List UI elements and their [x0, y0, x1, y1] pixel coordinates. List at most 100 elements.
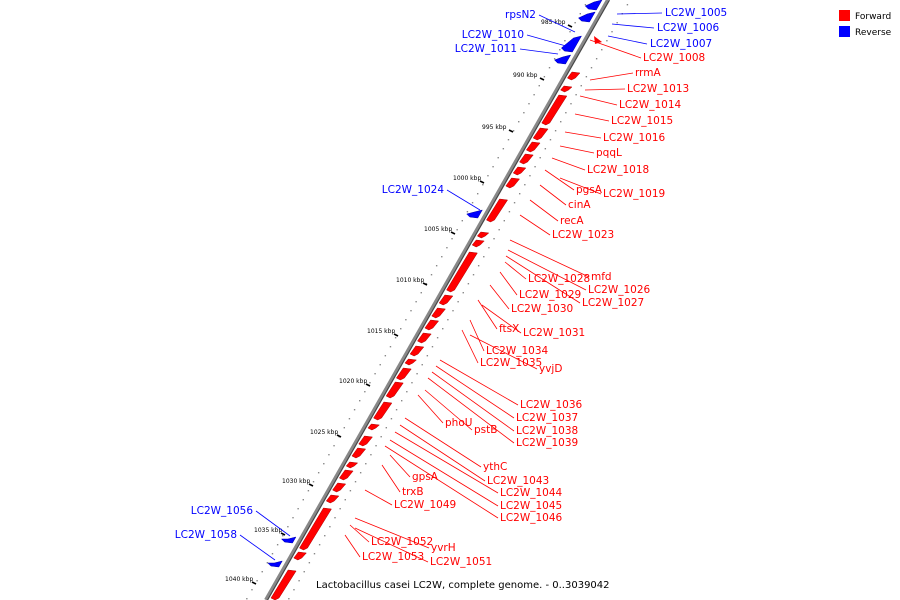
reverse-gene-label: LC2W_1024 [382, 184, 445, 196]
reverse-gene-label: LC2W_1058 [175, 529, 237, 541]
forward-gene-label: LC2W_1034 [486, 345, 549, 357]
reverse-gene-label: LC2W_1011 [455, 43, 517, 55]
forward-gene-feature [525, 141, 541, 153]
scale-tick-label: 1020 kbp [339, 378, 367, 385]
gene-labels: LC2W_1005 LC2W_1006 LC2W_1007 rpsN2 LC2W_101… [175, 7, 727, 568]
forward-gene-label: cinA [568, 199, 591, 211]
reverse-gene-feature [466, 209, 483, 219]
scale-tick-label: 1005 kbp [424, 226, 452, 233]
forward-gene-label: pstB [474, 424, 497, 436]
gene-features [267, 0, 603, 600]
legend-reverse-label: Reverse [855, 28, 892, 38]
reverse-gene-label: LC2W_1005 [665, 7, 727, 19]
scale-tick-label: 1000 kbp [453, 175, 481, 182]
forward-gene-feature [519, 153, 534, 165]
forward-gene-label: LC2W_1043 [487, 475, 549, 487]
reverse-gene-label: LC2W_1006 [657, 22, 720, 34]
forward-gene-label: LC2W_1026 [588, 284, 651, 296]
forward-gene-label: LC2W_1051 [430, 556, 492, 568]
forward-gene-label: LC2W_1014 [619, 99, 682, 111]
forward-gene-label: phoU [445, 417, 472, 429]
forward-gene-feature [299, 507, 332, 551]
forward-gene-feature [367, 423, 380, 431]
forward-gene-feature [471, 239, 485, 248]
reverse-gene-feature [584, 0, 603, 11]
forward-gene-feature [396, 367, 412, 381]
scale-tick-label: 995 kbp [482, 124, 507, 131]
forward-gene-label: LC2W_1046 [500, 512, 563, 524]
forward-gene-feature [505, 177, 521, 189]
forward-gene-label: LC2W_1035 [480, 357, 542, 369]
forward-gene-label: LC2W_1052 [371, 536, 433, 548]
forward-gene-feature [373, 401, 393, 421]
forward-gene-label: LC2W_1049 [394, 499, 456, 511]
reverse-gene-feature [560, 35, 582, 53]
forward-gene-label: ythC [483, 461, 507, 473]
forward-gene-feature [424, 319, 440, 331]
forward-gene-feature [417, 332, 432, 344]
legend-forward-swatch [839, 10, 850, 21]
genome-backbone [264, 0, 610, 600]
reverse-gene-label: LC2W_1056 [191, 505, 254, 517]
reverse-gene-label: LC2W_1007 [650, 38, 712, 50]
forward-gene-label: LC2W_1013 [627, 83, 689, 95]
forward-gene-label: LC2W_1031 [523, 327, 585, 339]
forward-gene-feature [332, 482, 347, 493]
forward-gene-label: LC2W_1053 [362, 551, 424, 563]
forward-gene-feature [358, 435, 373, 447]
scale-tick-label: 990 kbp [513, 72, 538, 79]
forward-gene-feature [532, 127, 549, 141]
forward-gene-label: rrmA [635, 67, 661, 79]
forward-gene-feature [512, 166, 527, 176]
strand-dots [246, 4, 629, 600]
forward-gene-feature [345, 461, 359, 469]
reverse-gene-feature [578, 11, 596, 23]
scale-tick-label: 1030 kbp [282, 478, 310, 485]
reverse-gene-label: LC2W_1010 [462, 29, 524, 41]
forward-gene-feature [325, 494, 340, 504]
reverse-gene-feature [554, 54, 572, 65]
scale-tick-label: 1040 kbp [225, 576, 253, 583]
forward-gene-label: LC2W_1038 [516, 425, 578, 437]
forward-gene-label: yvjD [539, 363, 562, 375]
scale-tick-label: 1015 kbp [367, 328, 395, 335]
reverse-gene-feature [267, 560, 283, 568]
forward-gene-feature [409, 345, 425, 357]
forward-gene-label: LC2W_1015 [611, 115, 673, 127]
reverse-gene-feature [280, 536, 297, 544]
scale-ticks: 985 kbp 990 kbp 995 kbp 1000 kbp 1005 kbp 101… [225, 19, 573, 585]
forward-gene-feature [339, 469, 354, 481]
forward-gene-label: trxB [402, 486, 424, 498]
forward-gene-label: LC2W_1027 [582, 297, 644, 309]
forward-gene-label: LC2W_1028 [528, 273, 590, 285]
forward-gene-label: LC2W_1029 [519, 289, 581, 301]
legend-reverse-swatch [839, 26, 850, 37]
forward-gene-label: LC2W_1045 [500, 500, 562, 512]
forward-gene-label: LC2W_1030 [511, 303, 573, 315]
forward-gene-feature [567, 71, 581, 81]
forward-gene-feature [541, 94, 568, 126]
forward-gene-feature [446, 251, 478, 293]
forward-gene-label: pqqL [596, 147, 622, 159]
forward-gene-label: yvrH [431, 542, 456, 554]
forward-gene-feature [385, 381, 404, 399]
forward-gene-label: LC2W_1018 [587, 164, 649, 176]
scale-tick-label: 1010 kbp [396, 277, 424, 284]
reverse-gene-label: rpsN2 [505, 9, 536, 21]
forward-gene-label: LC2W_1036 [520, 399, 583, 411]
forward-gene-feature [351, 447, 367, 459]
scale-tick-label: 1035 kbp [254, 527, 282, 534]
forward-gene-label: ftsX [499, 323, 519, 335]
forward-gene-feature [486, 198, 508, 223]
forward-gene-label: LC2W_1039 [516, 437, 578, 449]
forward-gene-label: recA [560, 215, 584, 227]
forward-gene-label: LC2W_1023 [552, 229, 614, 241]
forward-gene-label: LC2W_1019 [603, 188, 665, 200]
forward-gene-label: LC2W_1016 [603, 132, 666, 144]
map-caption: Lactobacillus casei LC2W, complete genom… [316, 580, 610, 591]
forward-gene-feature [431, 307, 446, 319]
forward-gene-feature [438, 294, 454, 306]
forward-gene-label: gpsA [412, 471, 439, 483]
scale-tick-label: 1025 kbp [310, 429, 338, 436]
scale-tick-label: 985 kbp [541, 19, 566, 26]
